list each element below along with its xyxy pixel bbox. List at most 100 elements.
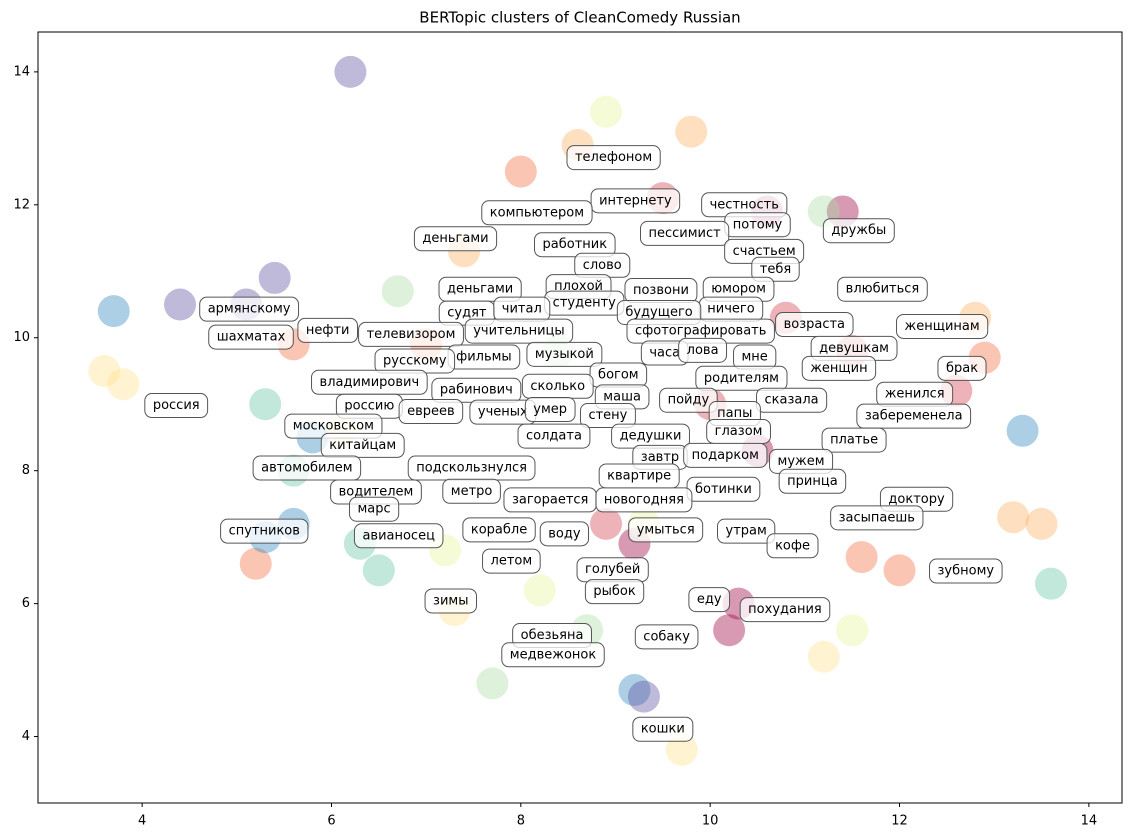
label-box: [539, 521, 590, 547]
point-cluster: [504, 155, 537, 188]
cluster-label: рыбок: [584, 579, 645, 605]
label-text: московском: [293, 419, 374, 434]
cluster-label: похудания: [739, 597, 831, 623]
point-cluster: [590, 507, 623, 540]
label-text: утрам: [726, 524, 767, 539]
label-box: [659, 387, 718, 413]
cluster-label: рабинович: [431, 377, 522, 403]
x-tick-label: 8: [517, 814, 525, 829]
y-tick-label: 4: [22, 729, 30, 744]
label-box: [830, 505, 924, 531]
label-box: [220, 518, 309, 544]
cluster-label: подарком: [683, 442, 768, 468]
label-text: девушкам: [819, 341, 889, 356]
label-text: глазом: [715, 424, 763, 439]
label-text: россия: [153, 398, 200, 413]
label-text: русскому: [383, 354, 447, 369]
label-text: сколько: [530, 379, 585, 394]
cluster-label: солдата: [517, 423, 591, 449]
label-text: маша: [603, 389, 641, 404]
label-text: завтр: [641, 450, 679, 465]
cluster-label: музыкой: [526, 341, 603, 367]
x-tick-label: 12: [891, 814, 908, 829]
cluster-label: шахматах: [208, 324, 294, 350]
label-text: спутников: [229, 524, 300, 539]
cluster-label: телевизором: [358, 321, 464, 347]
cluster-label: метро: [442, 478, 501, 504]
cluster-label: китайцам: [320, 432, 405, 458]
label-text: фильмы: [456, 350, 512, 365]
label-text: телефоном: [575, 150, 652, 165]
label-text: подскользнулся: [416, 461, 527, 476]
cluster-label: авианосец: [353, 523, 444, 549]
cluster-label: воду: [539, 521, 590, 547]
label-text: деньгами: [447, 282, 513, 297]
point-cluster: [1025, 507, 1058, 540]
point-cluster: [675, 115, 708, 148]
label-text: дружбы: [831, 223, 886, 238]
label-text: юмором: [711, 282, 766, 297]
label-text: лова: [687, 343, 719, 358]
label-text: забеременела: [865, 409, 963, 424]
label-box: [358, 321, 464, 347]
chart-title: BERTopic clusters of CleanComedy Russian: [419, 9, 740, 27]
cluster-label: кошки: [632, 716, 694, 742]
cluster-label: летом: [482, 548, 541, 574]
label-text: женщинам: [905, 319, 980, 334]
label-box: [584, 579, 645, 605]
cluster-label: часа: [640, 340, 689, 366]
cluster-label: женщин: [801, 355, 877, 381]
point-cluster: [836, 614, 869, 647]
cluster-label: забеременела: [856, 403, 972, 429]
label-text: честность: [710, 197, 779, 212]
cluster-label: россия: [144, 393, 209, 419]
point-cluster: [362, 554, 395, 587]
label-text: водителем: [339, 484, 414, 499]
label-box: [821, 427, 887, 453]
label-text: возраста: [784, 317, 845, 332]
label-text: евреев: [407, 404, 455, 419]
cluster-label: московском: [284, 413, 383, 439]
cluster-label: евреев: [398, 399, 464, 425]
label-text: телевизором: [367, 327, 456, 342]
cluster-label: сфотографировать: [626, 318, 775, 344]
label-text: нефти: [306, 323, 350, 338]
point-cluster: [713, 614, 746, 647]
label-text: брак: [946, 361, 978, 376]
label-text: зубному: [938, 564, 995, 579]
label-text: принца: [787, 474, 838, 489]
label-box: [590, 188, 681, 214]
label-text: пойду: [668, 393, 710, 408]
label-box: [348, 496, 400, 522]
cluster-label: учительницы: [464, 318, 574, 344]
label-box: [717, 518, 776, 544]
label-text: влюбиться: [846, 282, 920, 297]
cluster-label: слово: [574, 252, 631, 278]
label-text: мне: [742, 350, 768, 365]
label-box: [634, 624, 699, 650]
label-text: владимирович: [320, 375, 420, 390]
label-text: работник: [543, 237, 608, 252]
cluster-label: читал: [493, 296, 551, 322]
label-text: россию: [344, 399, 394, 414]
label-text: летом: [491, 554, 533, 569]
cluster-label: мне: [733, 344, 777, 370]
label-text: новогодняя: [604, 492, 684, 507]
point-cluster: [476, 667, 509, 700]
label-box: [579, 403, 636, 429]
label-box: [775, 311, 854, 337]
cluster-label: умыться: [628, 517, 704, 543]
cluster-label: лова: [678, 337, 728, 363]
label-text: судят: [447, 306, 487, 321]
label-text: женился: [885, 387, 945, 402]
point-cluster: [164, 288, 197, 321]
label-text: читал: [502, 302, 542, 317]
label-box: [462, 517, 536, 543]
cluster-label: спутников: [220, 518, 309, 544]
label-box: [353, 523, 444, 549]
x-tick-label: 6: [327, 814, 335, 829]
y-tick-label: 12: [13, 197, 30, 212]
cluster-label: зубному: [929, 558, 1003, 584]
cluster-label: подскользнулся: [407, 455, 536, 481]
